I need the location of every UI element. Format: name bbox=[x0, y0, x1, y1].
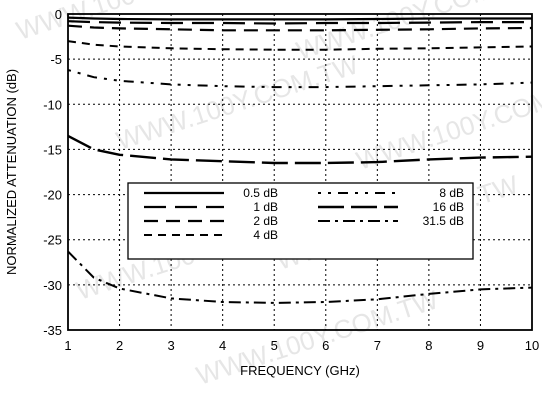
y-tick-label: -30 bbox=[43, 278, 62, 293]
watermark-text: WWW.100Y.COM.TW bbox=[113, 49, 363, 156]
x-tick-label: 10 bbox=[525, 338, 539, 353]
plot-frame bbox=[67, 13, 533, 331]
series-line bbox=[67, 40, 533, 51]
y-tick-label: 0 bbox=[55, 7, 62, 22]
y-tick-label: -10 bbox=[43, 97, 62, 112]
series-line bbox=[67, 250, 533, 304]
x-tick-label: 1 bbox=[64, 338, 71, 353]
series-line bbox=[67, 134, 533, 165]
legend-label: 2 dB bbox=[253, 214, 278, 228]
x-axis-label: FREQUENCY (GHz) bbox=[240, 363, 360, 378]
legend-label: 8 dB bbox=[439, 186, 464, 200]
x-tick-label: 9 bbox=[477, 338, 484, 353]
x-tick-label: 3 bbox=[167, 338, 174, 353]
y-tick-label: -5 bbox=[50, 52, 62, 67]
y-tick-label: -15 bbox=[43, 142, 62, 157]
y-tick-label: -35 bbox=[43, 323, 62, 338]
legend-box bbox=[127, 182, 474, 260]
legend-label: 1 dB bbox=[253, 200, 278, 214]
series-layer bbox=[67, 16, 533, 304]
x-tick-label: 6 bbox=[322, 338, 329, 353]
y-tick-label: -20 bbox=[43, 188, 62, 203]
series-line bbox=[67, 20, 532, 25]
legend-label: 31.5 dB bbox=[423, 214, 464, 228]
x-tick-label: 8 bbox=[425, 338, 432, 353]
series-line bbox=[67, 24, 533, 32]
tick-labels: 1 2 3 4 5 6 7 8 9 10 0 -5 -10 -15 -20 -25 -30 -35 bbox=[43, 7, 539, 353]
y-axis-label: NORMALIZED ATTENUATION (dB) bbox=[4, 69, 19, 275]
x-tick-label: 5 bbox=[271, 338, 278, 353]
x-tick-label: 2 bbox=[116, 338, 123, 353]
watermark-text: WWW.100Y.COM.TW bbox=[293, 0, 542, 66]
x-tick-label: 7 bbox=[374, 338, 381, 353]
y-tick-label: -25 bbox=[43, 233, 62, 248]
legend-label: 0.5 dB bbox=[243, 186, 278, 200]
series-line bbox=[67, 69, 533, 89]
x-tick-label: 4 bbox=[219, 338, 226, 353]
legend-label: 16 dB bbox=[433, 200, 464, 214]
legend-label: 4 dB bbox=[253, 228, 278, 242]
series-line bbox=[67, 16, 532, 21]
